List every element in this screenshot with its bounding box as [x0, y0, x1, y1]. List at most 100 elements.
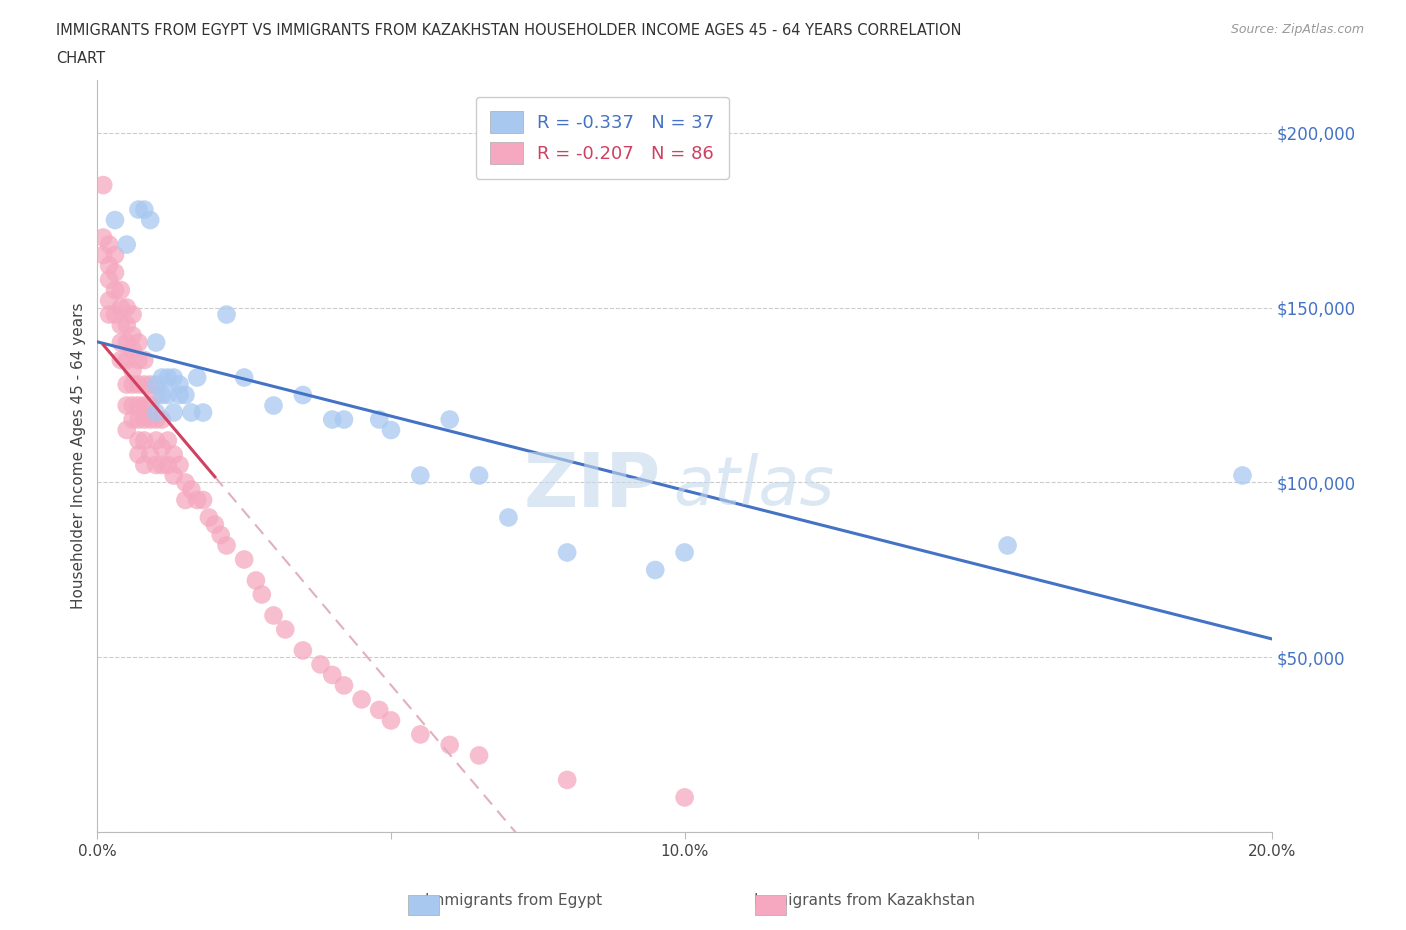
Text: Source: ZipAtlas.com: Source: ZipAtlas.com: [1230, 23, 1364, 36]
Point: [350, 692, 373, 707]
Point: [163, 447, 186, 462]
Point: [174, 493, 197, 508]
Point: [134, 202, 156, 217]
Point: [191, 493, 214, 508]
Point: [215, 307, 238, 322]
Point: [321, 668, 343, 683]
Point: [204, 517, 226, 532]
Point: [439, 412, 461, 427]
Point: [115, 377, 138, 392]
Point: [104, 283, 127, 298]
Point: [150, 458, 173, 472]
Point: [263, 398, 285, 413]
Point: [468, 468, 491, 483]
Point: [115, 317, 138, 332]
Point: [156, 433, 179, 448]
Point: [156, 458, 179, 472]
Legend: R = -0.337   N = 37, R = -0.207   N = 86: R = -0.337 N = 37, R = -0.207 N = 86: [475, 97, 728, 179]
Point: [104, 307, 127, 322]
Point: [145, 335, 167, 350]
Point: [673, 545, 696, 560]
Point: [110, 335, 132, 350]
Point: [145, 433, 167, 448]
Point: [134, 377, 156, 392]
Point: [250, 587, 273, 602]
Point: [104, 213, 127, 228]
Point: [997, 538, 1019, 553]
Point: [321, 412, 343, 427]
Point: [139, 377, 162, 392]
Point: [127, 433, 149, 448]
Point: [368, 702, 391, 717]
Point: [98, 237, 121, 252]
Point: [233, 370, 256, 385]
Point: [180, 482, 202, 497]
Point: [174, 475, 197, 490]
Point: [115, 300, 138, 315]
Point: [409, 727, 432, 742]
Point: [121, 328, 143, 343]
Point: [439, 737, 461, 752]
Point: [104, 247, 127, 262]
Point: [145, 405, 167, 420]
Point: [121, 377, 143, 392]
Point: [127, 447, 149, 462]
Point: [104, 265, 127, 280]
Point: [110, 300, 132, 315]
Point: [121, 307, 143, 322]
Point: [245, 573, 267, 588]
Point: [191, 405, 214, 420]
Point: [156, 388, 179, 403]
Point: [169, 388, 191, 403]
Point: [209, 527, 232, 542]
Point: [468, 748, 491, 763]
Point: [409, 468, 432, 483]
Point: [127, 412, 149, 427]
Point: [291, 643, 314, 658]
Point: [115, 237, 138, 252]
Point: [110, 317, 132, 332]
Point: [145, 412, 167, 427]
Point: [380, 422, 402, 437]
Point: [110, 352, 132, 367]
Text: IMMIGRANTS FROM EGYPT VS IMMIGRANTS FROM KAZAKHSTAN HOUSEHOLDER INCOME AGES 45 -: IMMIGRANTS FROM EGYPT VS IMMIGRANTS FROM…: [56, 23, 962, 38]
Point: [673, 790, 696, 804]
Point: [115, 422, 138, 437]
Point: [127, 335, 149, 350]
Point: [139, 213, 162, 228]
Point: [333, 678, 356, 693]
Point: [127, 377, 149, 392]
Point: [98, 259, 121, 273]
Point: [169, 377, 191, 392]
Point: [150, 440, 173, 455]
Point: [233, 552, 256, 567]
Point: [198, 510, 221, 525]
Point: [115, 335, 138, 350]
Text: ZIP: ZIP: [524, 450, 661, 523]
Point: [98, 293, 121, 308]
Point: [263, 608, 285, 623]
Point: [121, 363, 143, 378]
Point: [333, 412, 356, 427]
Point: [498, 510, 520, 525]
Point: [291, 388, 314, 403]
Point: [150, 412, 173, 427]
Point: [91, 178, 114, 193]
Point: [110, 283, 132, 298]
Point: [555, 773, 578, 788]
Point: [145, 377, 167, 392]
Point: [91, 230, 114, 245]
Point: [186, 493, 208, 508]
Point: [134, 352, 156, 367]
Point: [169, 458, 191, 472]
Point: [274, 622, 297, 637]
Point: [145, 458, 167, 472]
Point: [368, 412, 391, 427]
Point: [145, 388, 167, 403]
Point: [127, 202, 149, 217]
Point: [180, 405, 202, 420]
Text: atlas: atlas: [673, 453, 834, 519]
Point: [139, 398, 162, 413]
Text: CHART: CHART: [56, 51, 105, 66]
Point: [163, 468, 186, 483]
